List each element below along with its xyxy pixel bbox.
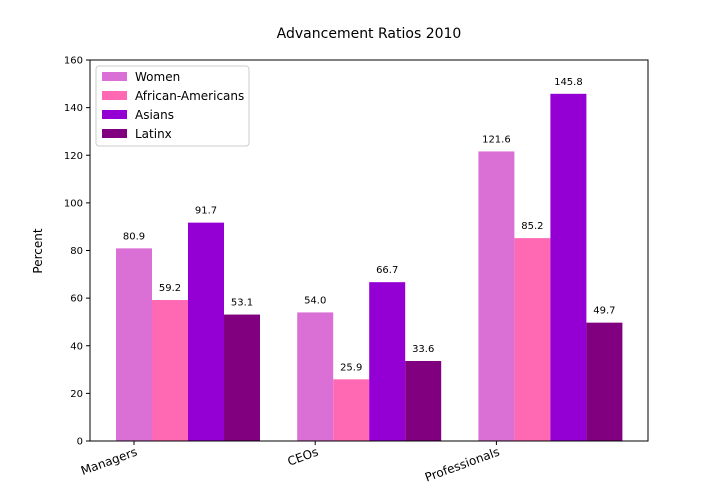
legend-swatch xyxy=(102,129,127,138)
data-label: 53.1 xyxy=(231,298,253,309)
y-tick-label: 120 xyxy=(64,151,83,162)
data-label: 54.0 xyxy=(304,295,326,306)
data-label: 33.6 xyxy=(412,344,434,355)
y-tick-label: 140 xyxy=(64,103,83,114)
data-label: 80.9 xyxy=(123,231,145,242)
x-tick-label-professionals: Professionals xyxy=(423,445,501,485)
x-tick-label-ceos: CEOs xyxy=(286,445,321,469)
data-label: 59.2 xyxy=(159,283,181,294)
bar-women-ceos xyxy=(297,312,334,441)
legend-swatch xyxy=(102,110,127,119)
legend-label: African-Americans xyxy=(135,89,244,103)
y-tick-label: 160 xyxy=(64,56,83,67)
data-label: 85.2 xyxy=(521,221,543,232)
data-labels-group: 80.9 59.2 91.7 53.1 54.0 25.9 66.7 33.6 121.6 85.… xyxy=(123,77,616,374)
bar-women-professionals xyxy=(478,151,515,441)
data-label: 91.7 xyxy=(195,206,217,217)
y-tick-label: 100 xyxy=(64,198,83,209)
y-tick-label: 40 xyxy=(70,341,83,352)
y-tick-label: 80 xyxy=(70,246,83,257)
bar-asians-ceos xyxy=(369,282,406,441)
bars-group xyxy=(116,93,623,441)
legend-label: Women xyxy=(135,70,180,84)
bar-women-managers xyxy=(116,248,152,441)
legend-swatch xyxy=(102,91,127,100)
plot-frame xyxy=(89,59,649,442)
y-tick-label: 60 xyxy=(70,294,83,305)
bar-african-americans-professionals xyxy=(514,238,551,441)
y-axis-label: Percent xyxy=(31,228,45,273)
y-tick-label: 20 xyxy=(70,389,83,400)
bar-african-americans-managers xyxy=(152,300,188,441)
chart-title: Advancement Ratios 2010 xyxy=(277,26,462,42)
data-label: 121.6 xyxy=(482,134,511,145)
x-tick-label-managers: Managers xyxy=(79,445,139,478)
legend-label: Latinx xyxy=(135,127,172,141)
legend-box xyxy=(95,65,250,147)
bar-asians-managers xyxy=(188,222,224,441)
data-label: 145.8 xyxy=(554,77,583,88)
x-axis: Managers CEOs Professionals xyxy=(79,441,501,485)
bar-african-americans-ceos xyxy=(333,379,370,441)
data-label: 49.7 xyxy=(593,306,615,317)
data-label: 66.7 xyxy=(376,265,398,276)
bar-latinx-professionals xyxy=(586,322,623,441)
data-label: 25.9 xyxy=(340,362,362,373)
y-axis: 0 20 40 60 80 100 120 140 160 xyxy=(64,56,90,448)
legend-swatch xyxy=(102,72,127,81)
bar-asians-professionals xyxy=(550,93,587,441)
y-tick-label: 0 xyxy=(77,437,83,448)
bar-latinx-ceos xyxy=(405,360,442,441)
legend-label: Asians xyxy=(135,108,174,122)
bar-latinx-managers xyxy=(224,314,260,441)
legend: Women African-Americans Asians Latinx xyxy=(95,65,250,147)
